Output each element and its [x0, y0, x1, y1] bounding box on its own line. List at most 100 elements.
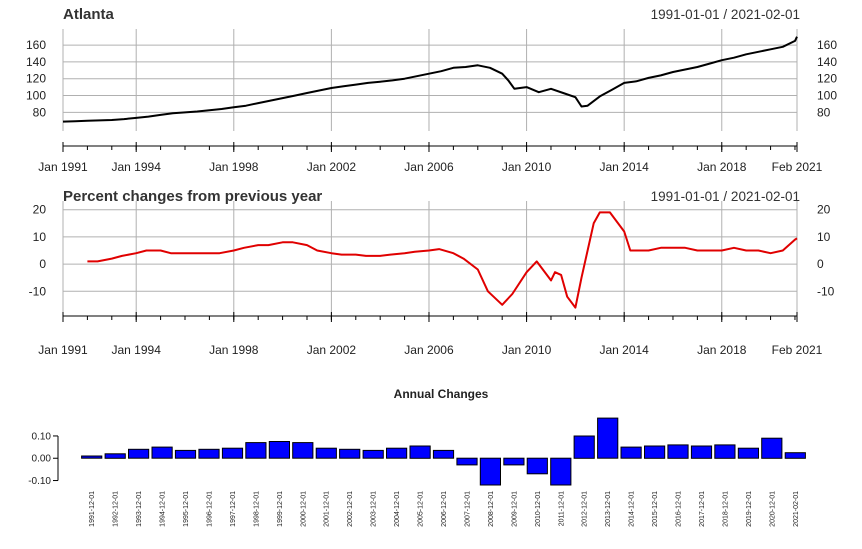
- bar: [104, 453, 126, 459]
- x-category-label: 2011-12-01: [558, 491, 565, 526]
- x-category-label: 1996-12-01: [207, 491, 214, 527]
- y-tick-label-right: 100: [817, 89, 837, 103]
- x-tick-label: Jan 2002: [307, 343, 357, 357]
- x-category-label: 2009-12-01: [511, 491, 518, 527]
- y-tick-label-right: 10: [817, 230, 831, 244]
- x-tick-label: Jan 2014: [599, 343, 649, 357]
- x-tick-label: Jan 2002: [307, 160, 357, 174]
- x-tick-label: Jan 2010: [502, 343, 552, 357]
- x-category-label: 1992-12-01: [113, 491, 120, 527]
- y-tick-label-left: -10: [29, 284, 47, 298]
- x-category-label: 2012-12-01: [582, 491, 589, 527]
- x-tick-label: Jan 2018: [697, 343, 747, 357]
- x-category-label: 2014-12-01: [629, 491, 636, 527]
- y-tick-label: -0.10: [28, 476, 51, 487]
- date-range-label: 1991-01-01 / 2021-02-01: [651, 7, 800, 22]
- y-tick-label-left: 80: [33, 105, 47, 119]
- y-tick-label-left: 10: [33, 230, 47, 244]
- y-tick-label-right: -10: [817, 284, 835, 298]
- x-tick-label: Jan 2010: [502, 160, 552, 174]
- x-category-label: 2007-12-01: [465, 491, 472, 527]
- bar: [526, 457, 548, 475]
- bar: [573, 435, 595, 459]
- bar: [386, 447, 408, 459]
- panel-annual-changes: Annual Changes -0.10 0.00 0.10 1991-12-01 1…: [28, 387, 806, 527]
- x-tick-label: Jan 1994: [112, 343, 162, 357]
- x-tick-label: Feb 2021: [772, 343, 823, 357]
- y-tick-label-left: 120: [26, 72, 46, 86]
- x-category-label: 1999-12-01: [277, 491, 284, 527]
- x-tick-label: Feb 2021: [772, 160, 823, 174]
- panel-title: Atlanta: [63, 6, 114, 23]
- bar: [644, 445, 666, 459]
- date-range-label: 1991-01-01 / 2021-02-01: [651, 189, 800, 204]
- y-tick-label-left: 0: [39, 257, 46, 271]
- bar: [409, 445, 431, 459]
- x-category-label: 1995-12-01: [183, 491, 190, 527]
- y-tick-label-right: 140: [817, 55, 837, 69]
- series-line: [87, 211, 798, 309]
- bar: [245, 442, 267, 459]
- x-category-label: 1997-12-01: [230, 491, 237, 527]
- bar: [268, 441, 290, 459]
- x-category-label: 2005-12-01: [418, 491, 425, 527]
- y-tick-label-left: 100: [26, 89, 46, 103]
- bar: [784, 452, 806, 459]
- y-tick-label-left: 140: [26, 55, 46, 69]
- x-category-label: 2000-12-01: [300, 491, 307, 527]
- x-tick-label: Jan 2006: [404, 160, 454, 174]
- y-tick-label: 0.10: [32, 431, 52, 442]
- panel-title: Percent changes from previous year: [63, 188, 322, 205]
- bar: [550, 457, 572, 486]
- x-category-label: 2021-02-01: [793, 491, 800, 527]
- x-tick-label: Jan 1991: [38, 343, 88, 357]
- x-category-label: 2017-12-01: [699, 491, 706, 527]
- y-tick-label-right: 20: [817, 203, 831, 217]
- y-tick-label-right: 120: [817, 72, 837, 86]
- bar: [151, 446, 173, 459]
- bar: [690, 445, 713, 459]
- x-category-label: 2004-12-01: [394, 491, 401, 527]
- bar: [714, 444, 736, 459]
- x-category-label: 1998-12-01: [253, 491, 260, 527]
- x-category-label: 2002-12-01: [347, 491, 354, 527]
- x-tick-label: Jan 1991: [38, 160, 88, 174]
- y-tick-label: 0.00: [32, 454, 52, 465]
- x-category-label: 2016-12-01: [676, 491, 683, 527]
- bar-chart-title: Annual Changes: [394, 387, 489, 401]
- bar: [737, 447, 759, 459]
- y-tick-label-right: 0: [817, 257, 824, 271]
- x-tick-label: Jan 1994: [112, 160, 162, 174]
- bar: [620, 446, 642, 459]
- x-category-label: 2013-12-01: [605, 491, 612, 527]
- bar: [221, 447, 244, 459]
- x-tick-label: Jan 2006: [404, 343, 454, 357]
- bar: [667, 444, 689, 459]
- y-tick-label-right: 160: [817, 38, 837, 52]
- x-category-label: 2010-12-01: [535, 491, 542, 527]
- x-category-label: 1991-12-01: [89, 491, 96, 527]
- bar: [315, 447, 337, 459]
- bar: [198, 448, 220, 459]
- x-tick-label: Jan 2014: [599, 160, 649, 174]
- bar: [432, 449, 455, 459]
- bar: [339, 448, 361, 459]
- panel-price-index: Atlanta 1991-01-01 / 2021-02-01 80 100 120…: [26, 6, 837, 174]
- y-tick-label-right: 80: [817, 105, 831, 119]
- x-category-label: 1993-12-01: [136, 491, 143, 527]
- bar: [761, 437, 783, 459]
- bar: [292, 442, 314, 459]
- x-category-label: 1994-12-01: [160, 491, 167, 527]
- x-tick-label: Jan 2018: [697, 160, 747, 174]
- panel-percent-change: Percent changes from previous year 1991-…: [29, 188, 835, 357]
- x-category-label: 2018-12-01: [722, 491, 729, 527]
- bar: [456, 457, 478, 466]
- x-category-label: 2003-12-01: [371, 491, 378, 527]
- x-category-label: 2020-12-01: [769, 491, 776, 527]
- bar: [597, 417, 619, 459]
- x-tick-label: Jan 1998: [209, 160, 259, 174]
- x-category-label: 2006-12-01: [441, 491, 448, 527]
- x-category-label: 2001-12-01: [324, 491, 331, 527]
